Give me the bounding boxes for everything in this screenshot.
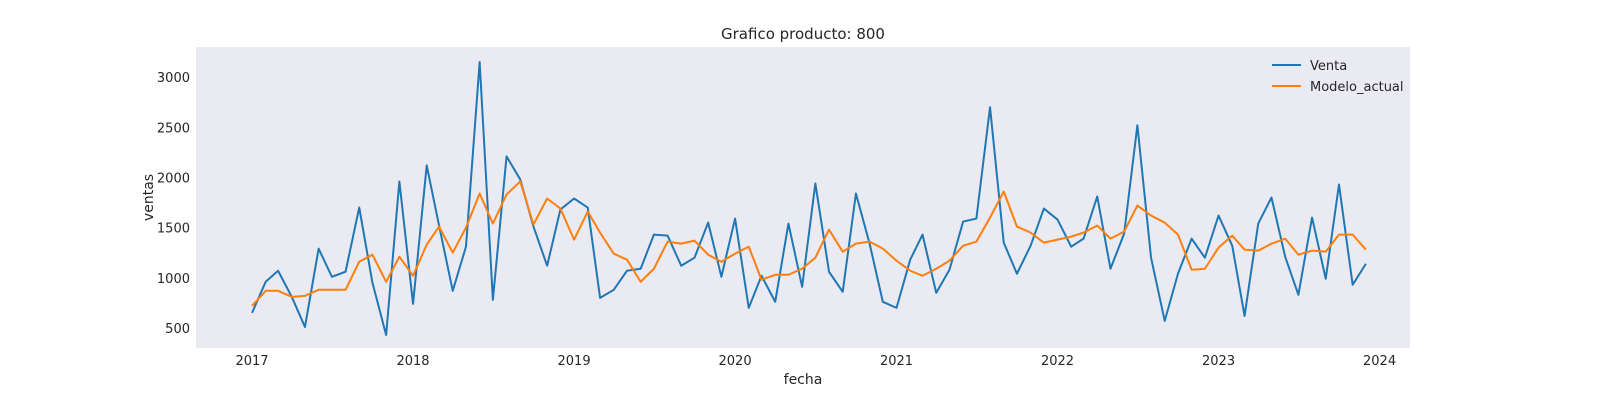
y-tick-label: 3000 bbox=[157, 71, 190, 86]
legend-label-modelo-actual: Modelo_actual bbox=[1310, 80, 1404, 95]
x-axis-ticks: 2017 2018 2019 2020 2021 2022 2023 2024 bbox=[235, 354, 1396, 369]
legend: Venta Modelo_actual bbox=[1272, 59, 1404, 95]
x-tick-label: 2019 bbox=[558, 354, 591, 369]
legend-label-venta: Venta bbox=[1310, 59, 1347, 74]
y-tick-label: 1000 bbox=[157, 272, 190, 287]
x-tick-label: 2023 bbox=[1202, 354, 1235, 369]
x-axis-label: fecha bbox=[784, 372, 823, 388]
x-tick-label: 2024 bbox=[1363, 354, 1396, 369]
x-tick-label: 2018 bbox=[396, 354, 429, 369]
y-tick-label: 2000 bbox=[157, 171, 190, 186]
x-tick-label: 2022 bbox=[1041, 354, 1074, 369]
y-axis-ticks: 500 1000 1500 2000 2500 3000 bbox=[157, 71, 190, 337]
series-line-venta bbox=[251, 61, 1367, 336]
x-tick-label: 2021 bbox=[880, 354, 913, 369]
series-lines bbox=[251, 61, 1367, 336]
chart-title: Grafico producto: 800 bbox=[721, 25, 885, 43]
x-tick-label: 2017 bbox=[235, 354, 268, 369]
y-axis-label: ventas bbox=[141, 174, 157, 221]
series-line-modelo-actual bbox=[251, 180, 1367, 307]
y-tick-label: 1500 bbox=[157, 222, 190, 237]
x-tick-label: 2020 bbox=[719, 354, 752, 369]
y-tick-label: 2500 bbox=[157, 121, 190, 136]
y-tick-label: 500 bbox=[165, 322, 190, 337]
